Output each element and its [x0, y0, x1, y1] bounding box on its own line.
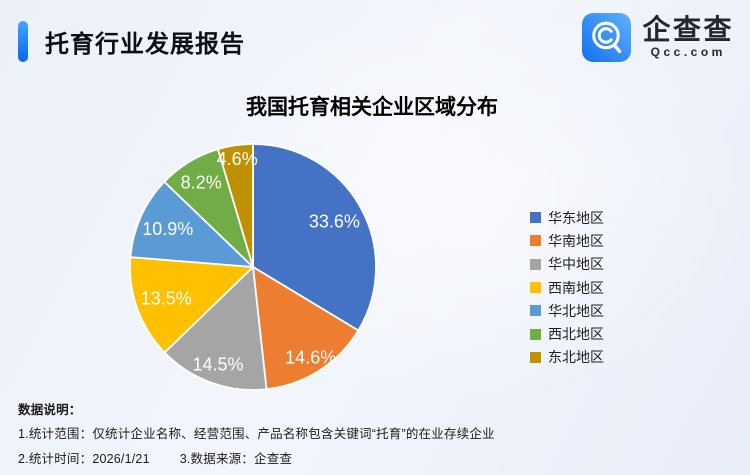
pie-slice-1 [252, 143, 377, 332]
legend-label: 东北地区 [548, 349, 604, 366]
footnote-source: 3.数据来源：企查查 [179, 451, 293, 466]
legend-item: 华北地区 [530, 299, 604, 322]
pie-data-label: 33.6% [309, 212, 360, 232]
legend-item: 华东地区 [530, 206, 604, 229]
pie-data-label: 4.6% [217, 149, 258, 169]
footnote-heading: 数据说明： [18, 403, 82, 417]
logo-domain: Qcc.com [650, 44, 726, 59]
page-title: 托育行业发展报告 [45, 31, 245, 58]
legend-label: 华中地区 [548, 256, 604, 273]
pie-data-label: 10.9% [142, 219, 193, 239]
legend-label: 华东地区 [548, 209, 604, 226]
pie-data-label: 8.2% [181, 172, 222, 192]
pie-slice-7 [217, 143, 254, 268]
pie-slice-4 [129, 256, 254, 354]
pie-data-label: 14.5% [192, 355, 243, 375]
pie-data-label: 13.5% [141, 289, 192, 309]
legend-label: 西南地区 [548, 279, 604, 296]
pie-slice-5 [129, 180, 254, 268]
legend-swatch [530, 235, 541, 247]
legend-item: 西北地区 [530, 322, 604, 345]
pie-chart: 33.6% 14.6% 14.5% 13.5% 10.9% 8.2% 4.6% [129, 143, 377, 391]
chart-legend: 华东地区华南地区华中地区西南地区华北地区西北地区东北地区 [530, 206, 604, 369]
header: 托育行业发展报告 企查查 Qcc.com [0, 0, 750, 80]
footnote-time: 2.统计时间：2026/1/21 [18, 451, 150, 466]
logo-name: 企查查 [642, 13, 734, 45]
legend-label: 华北地区 [548, 302, 604, 319]
footnote-line2: 2.统计时间：2026/1/21 3.数据来源：企查查 [18, 447, 495, 471]
legend-swatch [530, 282, 541, 294]
legend-item: 华中地区 [530, 253, 604, 276]
footnotes: 数据说明： 1.统计范围：仅统计企业名称、经营范围、产品名称包含关键词“托育”的… [18, 398, 495, 471]
legend-label: 西北地区 [548, 326, 604, 343]
legend-item: 华南地区 [530, 229, 604, 252]
title-box: 托育行业发展报告 [18, 21, 245, 62]
legend-label: 华南地区 [548, 232, 604, 249]
qcc-logo: 企查查 Qcc.com [582, 13, 734, 62]
pie-slice-2 [252, 266, 360, 391]
legend-item: 西南地区 [530, 276, 604, 299]
pie-slice-3 [163, 266, 268, 391]
logo-text: 企查查 Qcc.com [642, 13, 734, 59]
legend-swatch [530, 305, 541, 317]
pie-data-label: 14.6% [285, 348, 336, 368]
legend-swatch [530, 212, 541, 224]
chart-title: 我国托育相关企业区域分布 [246, 96, 498, 119]
legend-swatch [530, 258, 541, 270]
footnote-scope: 1.统计范围：仅统计企业名称、经营范围、产品名称包含关键词“托育”的在业存续企业 [18, 427, 495, 442]
title-accent-bar [18, 21, 28, 62]
legend-item: 东北地区 [530, 346, 604, 369]
qcc-logo-icon [582, 13, 632, 62]
legend-swatch [530, 328, 541, 340]
legend-swatch [530, 351, 541, 363]
